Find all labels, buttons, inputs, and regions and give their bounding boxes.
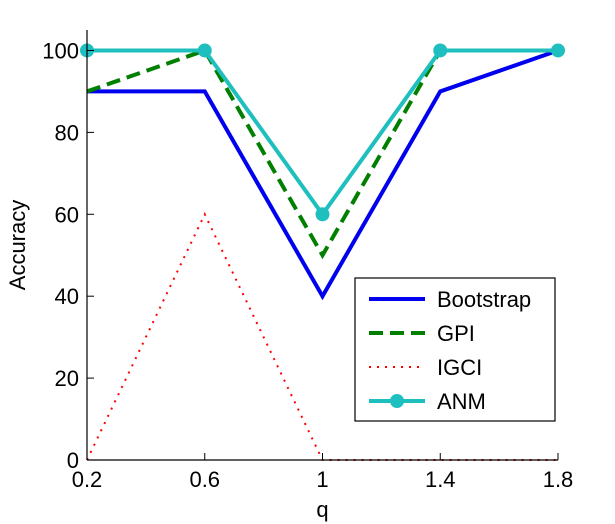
y-tick-label: 80 bbox=[55, 120, 79, 145]
axes-layer: 0.2 0.6 1 1.4 1.8 0 20 40 60 80 100 bbox=[42, 30, 573, 492]
legend-label-gpi: GPI bbox=[437, 321, 475, 346]
legend-label-bootstrap: Bootstrap bbox=[437, 287, 531, 312]
y-tick-label: 100 bbox=[42, 38, 79, 63]
legend-marker-anm bbox=[390, 394, 404, 408]
legend-box bbox=[354, 277, 556, 422]
x-tick-label: 1.4 bbox=[425, 467, 456, 492]
y-tick-label: 40 bbox=[55, 284, 79, 309]
x-tick-label: 0.2 bbox=[72, 467, 103, 492]
legend: Bootstrap GPI IGCI ANM bbox=[354, 277, 556, 422]
y-tick-label: 0 bbox=[67, 448, 79, 473]
x-tick-label: 1 bbox=[316, 467, 328, 492]
x-axis-label: q bbox=[316, 497, 328, 522]
data-point-anm bbox=[551, 43, 565, 58]
x-tick-label: 1.8 bbox=[543, 467, 574, 492]
data-point-anm bbox=[197, 43, 212, 58]
data-point-anm bbox=[315, 207, 330, 222]
legend-label-anm: ANM bbox=[437, 389, 486, 414]
legend-label-igci: IGCI bbox=[437, 355, 482, 380]
y-tick-label: 20 bbox=[55, 366, 79, 391]
series-line-bootstrap bbox=[87, 48, 559, 301]
y-axis-label: Accuracy bbox=[5, 200, 30, 290]
y-tick-label: 60 bbox=[55, 202, 79, 227]
data-point-anm bbox=[433, 43, 448, 58]
x-tick-label: 0.6 bbox=[189, 467, 220, 492]
